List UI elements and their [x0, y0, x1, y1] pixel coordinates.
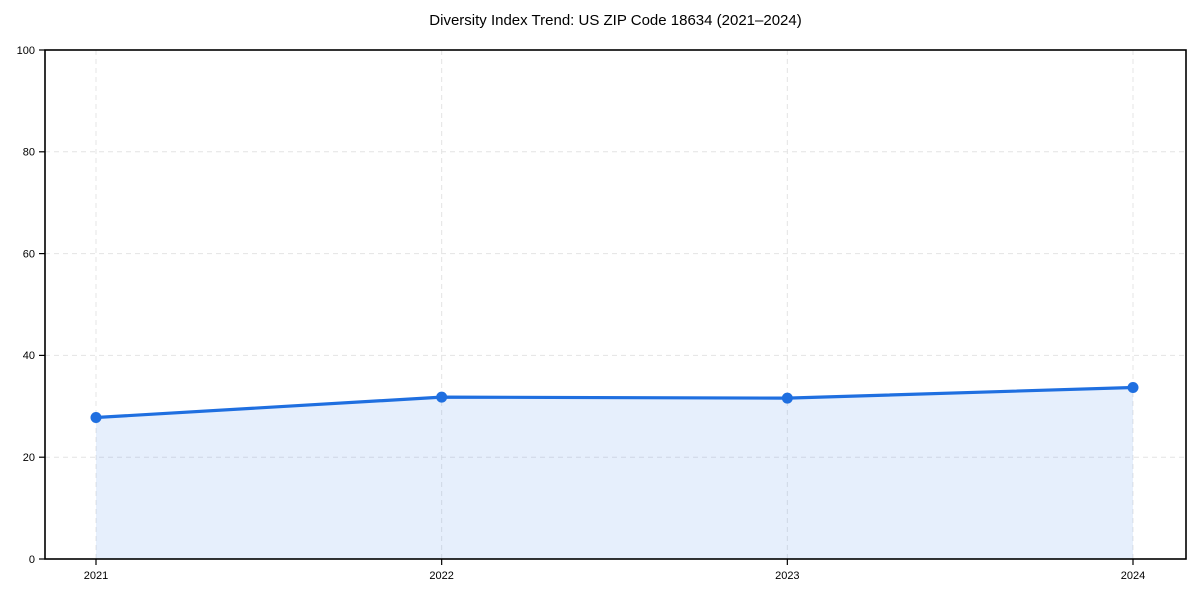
data-point-2021	[90, 411, 102, 423]
y-tick-label: 0	[29, 554, 35, 566]
x-tick-label: 2022	[429, 570, 453, 582]
data-point-2022	[436, 391, 448, 403]
x-tick-label: 2021	[84, 570, 108, 582]
y-tick-label: 100	[17, 45, 35, 57]
y-tick-label: 60	[23, 248, 35, 260]
data-point-2023	[781, 392, 793, 404]
x-tick-label: 2024	[1121, 570, 1145, 582]
plot-border	[44, 49, 1187, 560]
y-tick-label: 20	[23, 452, 35, 464]
chart-title: Diversity Index Trend: US ZIP Code 18634…	[429, 12, 802, 29]
x-tick-label: 2023	[775, 570, 799, 582]
area-fill	[96, 387, 1133, 559]
y-tick-label: 40	[23, 350, 35, 362]
trend-line	[94, 385, 1135, 420]
y-tick-label: 80	[23, 147, 35, 159]
data-point-2024	[1127, 381, 1139, 393]
